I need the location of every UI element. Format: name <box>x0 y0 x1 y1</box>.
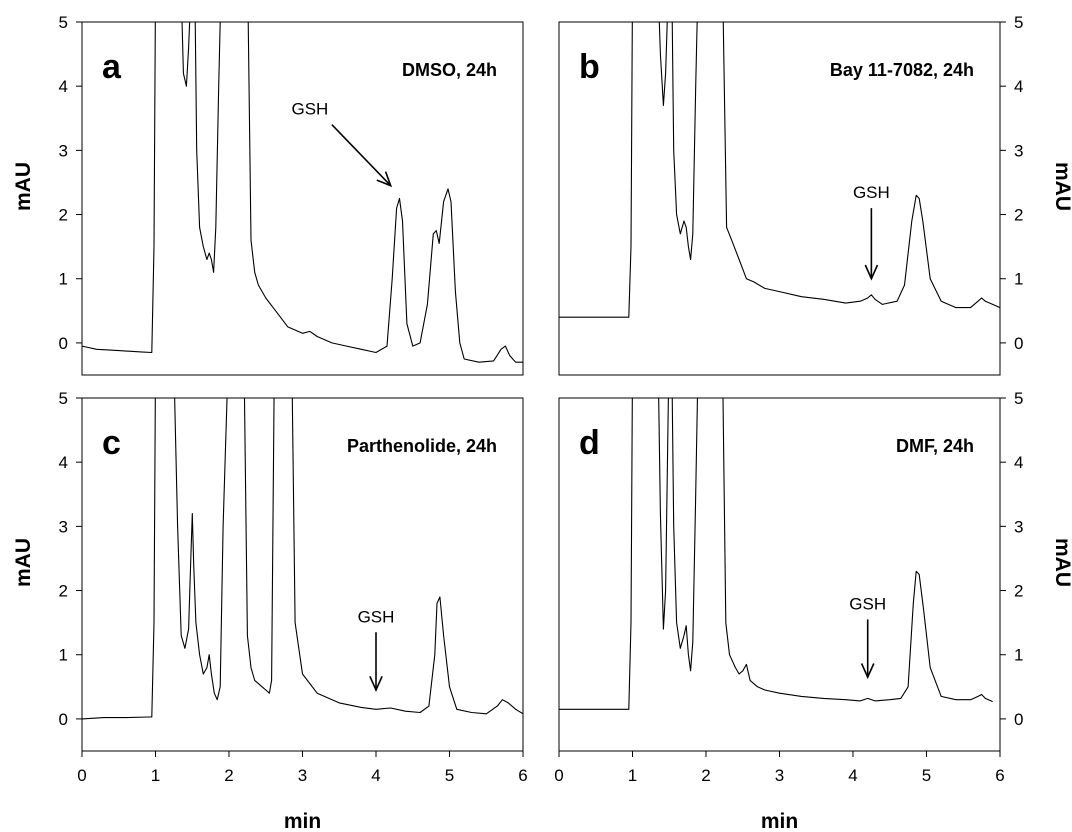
chromatogram-trace <box>82 398 523 720</box>
y-tick-label: 1 <box>1014 646 1023 665</box>
y-tick-label: 4 <box>59 453 68 472</box>
panel-letter: d <box>579 424 600 462</box>
y-tick-label: 5 <box>59 13 68 32</box>
panel-a: 0 1 2 3 4 5 mAU a DMSO, 24h GSH <box>12 13 524 376</box>
y-tick-label: 0 <box>1014 334 1023 353</box>
chromatogram-trace <box>559 398 993 710</box>
x-tick-label: 4 <box>371 766 380 785</box>
x-tick-label: 1 <box>628 766 637 785</box>
y-tick-label: 4 <box>1014 453 1023 472</box>
y-tick-label: 2 <box>1014 206 1023 225</box>
y-tick-label: 2 <box>59 582 68 601</box>
panel-title: DMSO, 24h <box>402 60 497 80</box>
x-tick-label: 1 <box>151 766 160 785</box>
y-tick-label: 4 <box>59 77 68 96</box>
y-tick-label: 3 <box>1014 517 1023 536</box>
panel-d: 0 1 2 3 4 5 0 1 2 3 4 5 6 min mAU d DMF, 24h GSH <box>554 389 1072 832</box>
y-tick-label: 0 <box>59 334 68 353</box>
y-tick-label: 1 <box>59 646 68 665</box>
chromatogram-trace <box>82 22 523 363</box>
x-tick-label: 2 <box>701 766 710 785</box>
y-axis-title: mAU <box>12 538 35 587</box>
x-tick-label: 4 <box>848 766 857 785</box>
y-tick-label: 0 <box>59 710 68 729</box>
panel-title: Parthenolide, 24h <box>347 436 497 456</box>
y-tick-label: 3 <box>1014 141 1023 160</box>
gsh-annotation-label: GSH <box>291 100 328 119</box>
y-tick-label: 1 <box>1014 270 1023 289</box>
gsh-arrow-shaft <box>331 124 392 187</box>
gsh-arrow-head <box>369 675 383 692</box>
x-tick-label: 5 <box>922 766 931 785</box>
panel-b: 0 1 2 3 4 5 mAU b Bay 11-7082, 24h GSH <box>558 13 1072 376</box>
y-axis-title: mAU <box>12 162 35 211</box>
gsh-arrow-head <box>860 663 875 680</box>
panel-c: 0 1 2 3 4 5 0 1 2 3 4 5 6 min mAU c Parthenolide, 24h GSH <box>12 389 528 832</box>
x-tick-label: 3 <box>298 766 307 785</box>
gsh-annotation-label: GSH <box>358 607 395 626</box>
plot-frame <box>81 21 524 376</box>
x-tick-label: 5 <box>445 766 454 785</box>
panel-letter: a <box>102 48 122 86</box>
y-tick-label: 2 <box>59 206 68 225</box>
chromatogram-trace <box>559 22 1000 318</box>
y-tick-label: 2 <box>1014 582 1023 601</box>
x-tick-label: 6 <box>518 766 527 785</box>
panel-title: DMF, 24h <box>896 436 974 456</box>
y-tick-label: 4 <box>1014 77 1023 96</box>
y-axis-title: mAU <box>1051 162 1072 211</box>
panel-letter: c <box>102 424 121 462</box>
y-tick-label: 5 <box>59 389 68 408</box>
gsh-annotation-label: GSH <box>849 594 886 613</box>
gsh-arrow-head <box>864 264 879 281</box>
x-tick-label: 3 <box>775 766 784 785</box>
y-tick-label: 5 <box>1014 389 1023 408</box>
x-tick-label: 2 <box>224 766 233 785</box>
x-axis-title: min <box>761 810 798 832</box>
y-tick-label: 3 <box>59 517 68 536</box>
x-axis-title: min <box>284 810 321 832</box>
gsh-arrow-head <box>376 171 393 188</box>
panel-title: Bay 11-7082, 24h <box>830 60 974 80</box>
gsh-annotation-label: GSH <box>853 183 890 202</box>
panel-letter: b <box>579 48 600 86</box>
y-tick-label: 3 <box>59 141 68 160</box>
y-tick-label: 5 <box>1014 13 1023 32</box>
x-tick-label: 0 <box>77 766 86 785</box>
plot-frame <box>558 21 1001 376</box>
y-axis-title: mAU <box>1051 538 1072 587</box>
x-tick-label: 0 <box>554 766 563 785</box>
y-tick-label: 1 <box>59 270 68 289</box>
x-tick-label: 6 <box>995 766 1004 785</box>
y-tick-label: 0 <box>1014 710 1023 729</box>
